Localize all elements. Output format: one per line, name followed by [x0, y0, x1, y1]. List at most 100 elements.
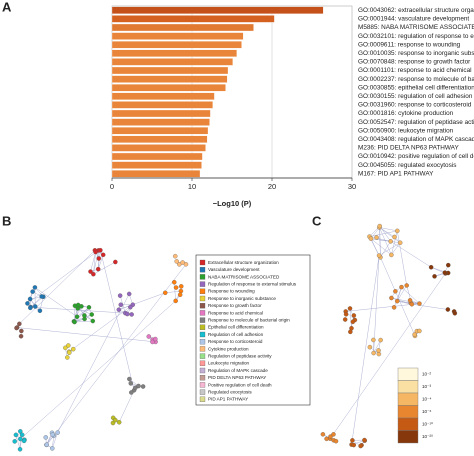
category-label: GO:0070848: response to growth factor — [358, 59, 471, 66]
category-label: GO:0045055: regulated exocytosis — [358, 162, 456, 169]
category-label: GO:0050900: leukocyte migration — [358, 127, 454, 134]
network-edge — [119, 390, 135, 423]
legend-label: PID AP1 PATHWAY — [208, 397, 248, 402]
category-label: GO:0030155: regulation of cell adhesion — [358, 93, 473, 100]
bar — [111, 101, 213, 109]
legend-label: Extracellular structure organization — [208, 260, 279, 265]
network-node — [391, 305, 397, 310]
legend-label: Response to wounding — [208, 289, 255, 294]
network-node — [374, 235, 379, 240]
legend-swatch — [199, 288, 206, 294]
panel-label: C — [312, 213, 322, 228]
network-edge — [370, 227, 380, 239]
network-node — [17, 447, 23, 452]
network-node — [162, 290, 168, 296]
category-label: GO:0032101: regulation of response to ex… — [358, 33, 474, 40]
category-label: GO:0010035: response to inorganic substa… — [358, 50, 474, 57]
bar — [111, 135, 208, 143]
panel-label: A — [2, 0, 12, 14]
legend-swatch — [199, 310, 206, 316]
network-edge — [379, 227, 398, 232]
legend-swatch — [199, 396, 206, 402]
network-node — [128, 381, 134, 386]
network-node — [395, 228, 400, 234]
network-edge — [74, 320, 93, 323]
heat-swatch — [397, 405, 419, 419]
network-node — [43, 435, 48, 440]
network-node — [32, 304, 38, 309]
network-node — [150, 339, 155, 345]
network-node — [371, 337, 376, 343]
network-node — [32, 285, 38, 290]
legend-label: Response to molecule of bacterial origin — [208, 318, 290, 323]
network-node — [18, 436, 23, 442]
network-node — [452, 311, 458, 316]
network-node — [173, 285, 179, 290]
network-edge — [380, 257, 416, 336]
bar — [111, 15, 275, 23]
network-edge — [69, 304, 133, 352]
bar — [111, 152, 203, 161]
bar — [111, 23, 254, 32]
legend-swatch — [199, 375, 206, 381]
network-node — [393, 289, 398, 294]
network-node — [27, 296, 33, 302]
network-edge — [391, 297, 412, 305]
network-node — [180, 260, 185, 265]
network-node — [351, 313, 357, 318]
legend-swatch — [199, 367, 206, 374]
legend-label: Leukocyte migration — [208, 361, 250, 366]
network-node — [153, 336, 158, 342]
category-label: GO:0009611: response to wounding — [358, 41, 461, 48]
network-node — [178, 288, 184, 294]
network-edge — [349, 308, 352, 329]
legend-label: Regulation of cell adhesion — [208, 332, 264, 337]
network-edge — [411, 304, 448, 310]
network-node — [74, 314, 80, 319]
network-edge — [74, 307, 90, 323]
heat-swatch — [397, 417, 419, 431]
network-node — [412, 332, 417, 337]
category-label: GO:0031960: response to corticosteroid — [358, 102, 472, 109]
network-edge — [391, 242, 401, 256]
legend-label: NABA MATRISOME ASSOCIATED — [208, 274, 280, 279]
bar — [111, 32, 244, 40]
heat-swatch — [397, 367, 419, 381]
network-edge — [57, 293, 130, 433]
network-node — [173, 298, 178, 304]
network-node — [128, 304, 133, 310]
network-edge — [391, 230, 398, 255]
legend-swatch — [199, 324, 206, 330]
network-node — [50, 446, 55, 451]
network-edge — [174, 282, 176, 301]
network-node — [404, 283, 409, 288]
network-node — [44, 442, 49, 447]
category-label: GO:0043062: extracellular structure orga… — [358, 7, 474, 14]
network-edge — [93, 250, 99, 275]
legend-label: Regulated exocytosis — [208, 390, 252, 395]
legend-label: Regulation of response to external stimu… — [208, 282, 297, 287]
network-node — [95, 266, 101, 272]
network-c — [320, 223, 458, 449]
heat-label: 10⁻²⁰ — [422, 434, 433, 439]
network-node — [367, 344, 373, 350]
network-node — [100, 252, 106, 258]
network-node — [55, 430, 60, 435]
network-edge — [93, 251, 96, 275]
legend-swatch — [199, 274, 206, 280]
network-node — [320, 432, 326, 437]
network-edge — [20, 300, 176, 440]
network-node — [129, 390, 134, 395]
network-node — [67, 350, 72, 355]
network-node — [442, 270, 448, 275]
legend-swatch — [199, 346, 206, 352]
network-node — [368, 236, 374, 241]
bar — [111, 170, 201, 178]
bar — [111, 49, 237, 57]
network-node — [12, 439, 17, 444]
category-label: GO:0002237: response to molecule of bact… — [358, 76, 474, 83]
legend-label: Response to corticosteroid — [208, 339, 263, 344]
network-edge — [370, 238, 380, 256]
